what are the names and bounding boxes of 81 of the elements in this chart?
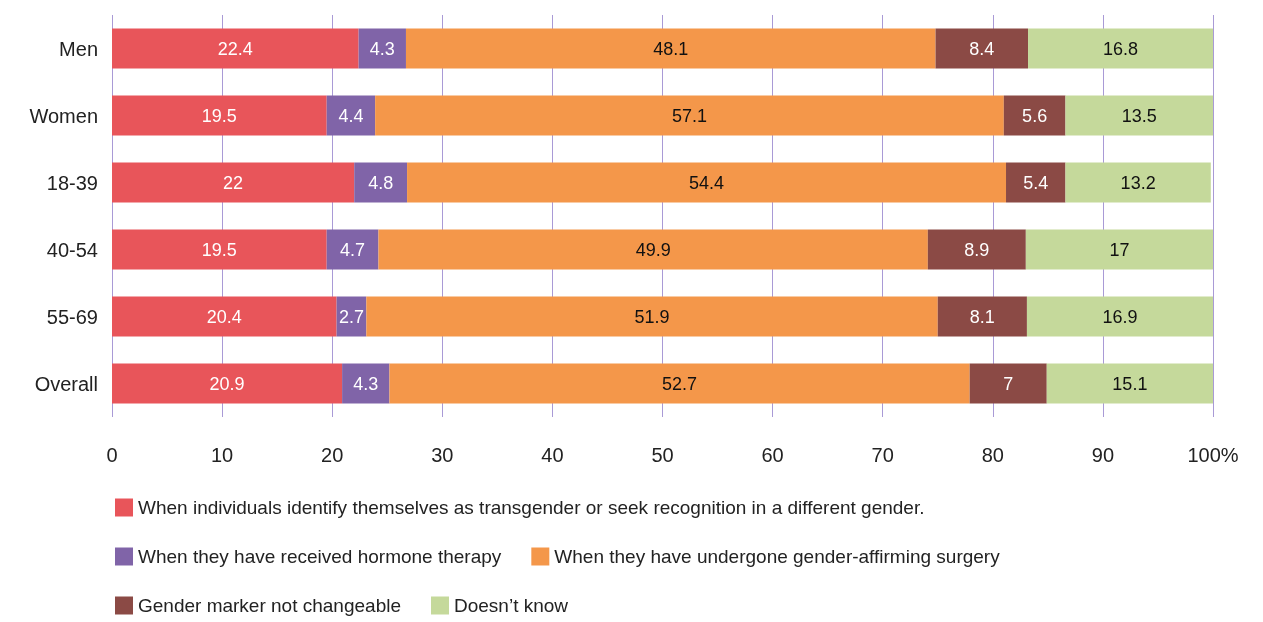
- x-tick-label: 0: [106, 444, 118, 466]
- data-label: 15.1: [1112, 373, 1148, 394]
- data-label: 2.7: [338, 306, 364, 327]
- bar: [1026, 296, 1213, 337]
- data-label: 49.9: [635, 239, 671, 260]
- legend-label: When individuals identify themselves as transgender or seek recognition in a different gender.: [138, 497, 925, 518]
- bar: [937, 296, 1027, 337]
- bar: [1046, 363, 1213, 404]
- data-label: 5.4: [1023, 172, 1049, 193]
- x-tick-label: 30: [431, 444, 454, 466]
- data-label: 20.9: [209, 373, 245, 394]
- bar: [375, 95, 1004, 136]
- bar: [1028, 28, 1213, 69]
- bar: [326, 229, 379, 270]
- data-label: 57.1: [671, 105, 707, 126]
- bar: [112, 229, 327, 270]
- bar: [112, 28, 359, 69]
- bar: [1065, 162, 1211, 203]
- x-tick-label: 40: [541, 444, 564, 466]
- x-tick-label: 20: [321, 444, 344, 466]
- legend-label: When they have undergone gender-affirming surgery: [554, 546, 1001, 567]
- bar: [112, 363, 343, 404]
- bar: [935, 28, 1029, 69]
- data-label: 51.9: [634, 306, 670, 327]
- bar: [378, 229, 928, 270]
- legend-label: When they have received hormone therapy: [138, 546, 502, 567]
- data-label: 4.7: [340, 239, 366, 260]
- x-tick-label: 100%: [1187, 444, 1239, 466]
- bar: [927, 229, 1026, 270]
- legend-label: Gender marker not changeable: [138, 595, 401, 616]
- y-tick-label: 18-39: [46, 171, 98, 194]
- data-label: 20.4: [206, 306, 242, 327]
- data-label: 13.2: [1120, 172, 1156, 193]
- x-tick-label: 60: [761, 444, 784, 466]
- data-label: 8.9: [964, 239, 990, 260]
- bar: [1065, 95, 1213, 136]
- data-label: 8.1: [969, 306, 995, 327]
- bar: [969, 363, 1047, 404]
- bar: [407, 162, 1007, 203]
- data-label: 54.4: [689, 172, 725, 193]
- bar: [326, 95, 376, 136]
- bar: [358, 28, 406, 69]
- y-tick-label: Men: [59, 37, 98, 60]
- data-label: 4.3: [353, 373, 379, 394]
- bar: [1006, 162, 1066, 203]
- y-tick-label: Overall: [34, 372, 98, 395]
- bar: [1003, 95, 1066, 136]
- legend-label: Doesn’t know: [453, 595, 569, 616]
- data-label: 4.3: [369, 38, 395, 59]
- data-label: 7: [1003, 373, 1014, 394]
- x-tick-label: 50: [651, 444, 674, 466]
- bar: [342, 363, 390, 404]
- data-label: 16.9: [1102, 306, 1138, 327]
- bar: [405, 28, 936, 69]
- data-label: 19.5: [201, 105, 237, 126]
- data-label: 19.5: [201, 239, 237, 260]
- data-label: 22: [223, 172, 244, 193]
- data-label: 48.1: [653, 38, 689, 59]
- y-tick-label: 55-69: [46, 305, 98, 328]
- bar: [112, 162, 355, 203]
- data-label: 52.7: [662, 373, 698, 394]
- x-tick-label: 80: [981, 444, 1004, 466]
- bar: [112, 95, 327, 136]
- bar: [1025, 229, 1213, 270]
- data-label: 4.4: [338, 105, 364, 126]
- y-tick-label: Women: [29, 104, 98, 127]
- bar: [366, 296, 938, 337]
- data-label: 13.5: [1121, 105, 1157, 126]
- x-tick-label: 70: [871, 444, 894, 466]
- bar: [354, 162, 408, 203]
- x-tick-label: 10: [210, 444, 234, 466]
- data-label: 5.6: [1022, 105, 1048, 126]
- bar: [389, 363, 970, 404]
- data-label: 4.8: [368, 172, 394, 193]
- x-tick-label: 90: [1091, 444, 1115, 466]
- data-label: 16.8: [1102, 38, 1139, 59]
- data-label: 8.4: [969, 38, 995, 59]
- bar: [112, 296, 337, 337]
- data-label: 17: [1109, 239, 1130, 260]
- data-label: 22.4: [217, 38, 253, 59]
- y-tick-label: 40-54: [46, 238, 98, 261]
